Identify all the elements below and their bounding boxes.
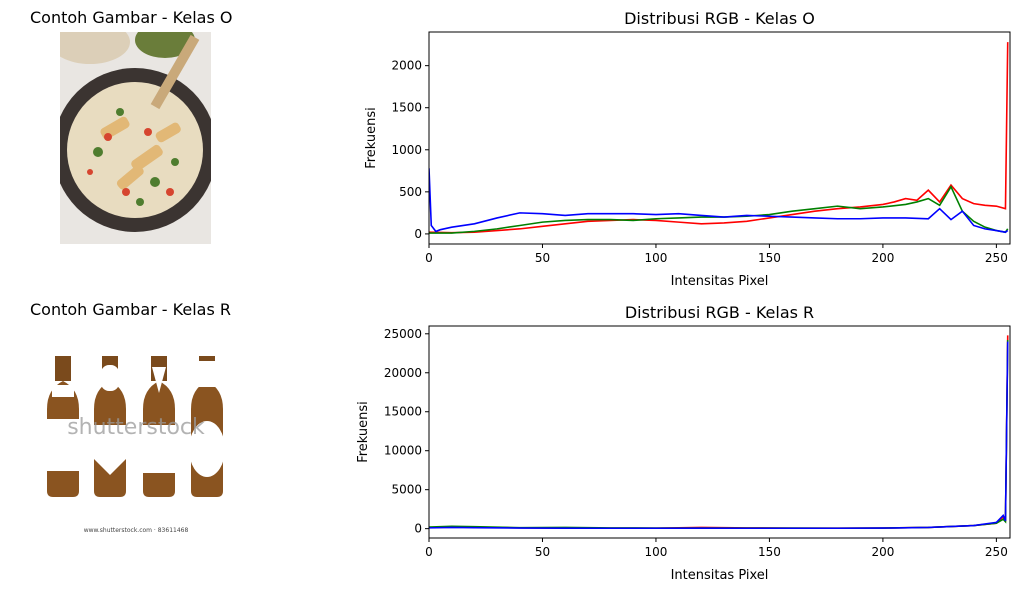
- x-tick-label: 50: [535, 545, 550, 559]
- y-tick-label: 5000: [391, 483, 422, 497]
- plot-frame: [428, 31, 1011, 245]
- x-tick-label: 0: [425, 251, 433, 265]
- sample-image-kelas-o: [60, 32, 211, 244]
- x-tick-label: 150: [758, 251, 781, 265]
- rgb-distribution-chart-kelas-o: Distribusi RGB - Kelas O 0 50 100 150 200 250 0…: [364, 9, 1011, 289]
- bottles-photo-illustration: shutterstock www.shutterstock.com · 8361…: [33, 327, 239, 539]
- y-tick-label: 0: [414, 227, 422, 241]
- x-tick-label: 250: [985, 545, 1008, 559]
- y-tick-label: 10000: [384, 444, 422, 458]
- x-axis-label: Intensitas Pixel: [671, 568, 769, 583]
- x-axis-label: Intensitas Pixel: [671, 274, 769, 289]
- x-tick-label: 250: [985, 251, 1008, 265]
- series-line-0: [429, 335, 1009, 529]
- watermark-text: shutterstock: [67, 415, 205, 440]
- y-tick-label: 15000: [384, 405, 422, 419]
- x-tick-label: 150: [758, 545, 781, 559]
- y-tick-label: 0: [414, 522, 422, 536]
- y-axis-label: Frekuensi: [364, 107, 379, 169]
- chart-title: Distribusi RGB - Kelas O: [624, 9, 815, 28]
- y-axis-label: Frekuensi: [356, 401, 371, 463]
- x-tick-label: 100: [645, 251, 668, 265]
- series-line-2: [429, 168, 1009, 234]
- y-tick-label: 500: [399, 185, 422, 199]
- chart-title: Distribusi RGB - Kelas R: [625, 303, 814, 322]
- series-line-0: [429, 42, 1009, 234]
- sample-image-kelas-r: shutterstock www.shutterstock.com · 8361…: [33, 327, 239, 539]
- image-title-kelas-r: Contoh Gambar - Kelas R: [30, 300, 231, 319]
- x-tick-label: 50: [535, 251, 550, 265]
- y-tick-label: 20000: [384, 366, 422, 380]
- plot-frame: [428, 325, 1011, 539]
- y-tick-label: 1000: [391, 143, 422, 157]
- y-tick-label: 25000: [384, 327, 422, 341]
- x-tick-label: 200: [871, 545, 894, 559]
- series-line-2: [429, 341, 1009, 530]
- y-tick-label: 1500: [391, 101, 422, 115]
- rgb-distribution-chart-kelas-r: Distribusi RGB - Kelas R0 50 100 150 200 2500…: [356, 303, 1011, 583]
- food-photo-illustration: [60, 32, 211, 244]
- x-tick-label: 100: [645, 545, 668, 559]
- series-line-1: [429, 185, 1009, 234]
- x-tick-label: 0: [425, 545, 433, 559]
- series-line-1: [429, 340, 1009, 529]
- photo-caption: www.shutterstock.com · 83611468: [84, 527, 189, 534]
- image-title-kelas-o: Contoh Gambar - Kelas O: [30, 8, 233, 27]
- y-tick-label: 2000: [391, 59, 422, 73]
- x-tick-label: 200: [871, 251, 894, 265]
